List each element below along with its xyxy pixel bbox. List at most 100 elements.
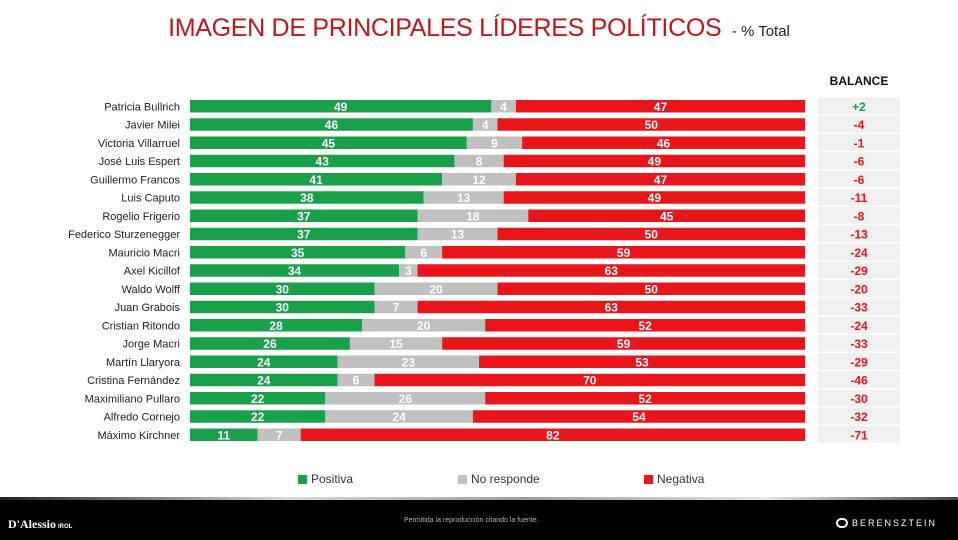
bar-noresp — [405, 246, 443, 259]
bar-negative — [503, 154, 805, 168]
legend-positive: Positiva — [298, 472, 353, 486]
footer-note: Permitida la reproducción citando la fue… — [404, 517, 539, 524]
bar-noresp — [399, 264, 418, 277]
balance-cell — [818, 426, 900, 443]
bar-negative — [485, 392, 805, 405]
bar-noresp — [337, 355, 480, 368]
data-label-negative: 54 — [632, 410, 646, 424]
bar-positive — [190, 300, 375, 314]
balance-cell — [818, 371, 900, 388]
data-label-positive: 30 — [276, 301, 290, 315]
title-main: IMAGEN DE PRINCIPALES LÍDERES POLÍTICOS — [168, 14, 722, 42]
bar-positive — [190, 373, 338, 387]
data-label-positive: 41 — [309, 173, 323, 187]
bar-negative — [300, 428, 805, 441]
bar-noresp — [491, 100, 516, 113]
balance-cell — [818, 170, 900, 188]
data-label-negative: 50 — [645, 282, 659, 296]
category-label: Patricia Bullrich — [104, 101, 180, 113]
category-label: Jorge Macri — [123, 339, 180, 351]
bar-negative — [442, 246, 805, 259]
balance-cell — [818, 353, 900, 370]
data-label-positive: 37 — [297, 228, 311, 242]
balance-cell — [818, 188, 900, 206]
balance-cell — [818, 334, 900, 352]
bar-noresp — [374, 300, 418, 314]
category-label: Waldo Wolff — [122, 284, 181, 296]
balance-cell — [818, 225, 900, 242]
data-label-positive: 30 — [276, 282, 290, 296]
category-label: Máximo Kirchner — [97, 430, 180, 442]
balance-value: +2 — [852, 100, 866, 114]
data-label-positive: 37 — [297, 209, 311, 223]
berensztein-mark-icon — [836, 518, 848, 528]
balance-cell — [818, 280, 900, 297]
legend-negative: Negativa — [644, 472, 704, 486]
data-label-noresp: 9 — [491, 136, 498, 150]
bar-noresp — [374, 282, 498, 295]
bar-noresp — [417, 227, 498, 241]
balance-value: -46 — [850, 374, 868, 388]
data-label-positive: 46 — [325, 118, 339, 132]
balance-cell — [818, 97, 900, 115]
data-label-positive: 38 — [300, 191, 314, 205]
balance-value: -24 — [850, 319, 868, 333]
category-label: Rogelio Frigerio — [102, 211, 180, 223]
category-label: Guillermo Francos — [90, 174, 180, 186]
data-label-noresp: 7 — [393, 301, 400, 315]
bar-positive — [190, 209, 418, 222]
data-label-noresp: 6 — [420, 246, 427, 260]
dalessio-logo: D'Alessio IROL — [8, 517, 72, 532]
balance-value: -8 — [854, 209, 865, 223]
balance-value: -32 — [850, 410, 868, 424]
data-label-positive: 49 — [334, 100, 348, 114]
data-label-noresp: 24 — [392, 410, 406, 424]
data-label-negative: 63 — [605, 264, 619, 278]
data-label-noresp: 20 — [429, 282, 443, 296]
legend-label-negative: Negativa — [657, 472, 705, 486]
bar-positive — [190, 100, 492, 113]
bar-negative — [442, 337, 805, 350]
balance-value: -6 — [854, 173, 865, 187]
bar-negative — [522, 136, 805, 149]
balance-value: -13 — [850, 228, 868, 242]
data-label-positive: 24 — [257, 374, 271, 388]
category-label: Cristina Fernández — [87, 375, 180, 387]
data-label-noresp: 18 — [466, 209, 480, 223]
data-label-negative: 45 — [660, 209, 674, 223]
data-label-noresp: 13 — [451, 228, 465, 242]
data-label-negative: 52 — [638, 392, 652, 406]
data-label-noresp: 13 — [457, 191, 471, 205]
balance-value: -20 — [850, 282, 868, 296]
bar-positive — [190, 118, 473, 131]
bar-noresp — [417, 209, 529, 222]
bar-noresp — [257, 428, 301, 441]
data-label-negative: 70 — [583, 374, 597, 388]
bar-positive — [190, 410, 326, 423]
balance-value: -4 — [854, 118, 865, 132]
bar-noresp — [337, 373, 375, 387]
data-label-positive: 24 — [257, 355, 271, 369]
data-label-negative: 50 — [645, 118, 659, 132]
balance-cell — [818, 115, 900, 133]
balance-cell — [818, 261, 900, 279]
data-label-noresp: 4 — [482, 118, 489, 132]
bar-positive — [190, 191, 424, 204]
data-label-positive: 28 — [269, 319, 283, 333]
category-label: Martín Llaryora — [106, 357, 181, 369]
data-label-positive: 43 — [316, 155, 330, 169]
balance-value: -29 — [850, 355, 868, 369]
bar-negative — [497, 282, 805, 295]
legend-noresp: No responde — [458, 472, 540, 486]
balance-value: -1 — [854, 136, 865, 150]
legend-label-positive: Positiva — [311, 472, 354, 486]
bar-noresp — [472, 118, 498, 131]
data-label-negative: 49 — [648, 191, 662, 205]
data-label-negative: 47 — [654, 173, 668, 187]
bar-negative — [374, 373, 805, 387]
bar-noresp — [454, 154, 504, 168]
bar-positive — [190, 392, 326, 405]
balance-cell — [818, 152, 900, 169]
bar-positive — [190, 264, 400, 277]
